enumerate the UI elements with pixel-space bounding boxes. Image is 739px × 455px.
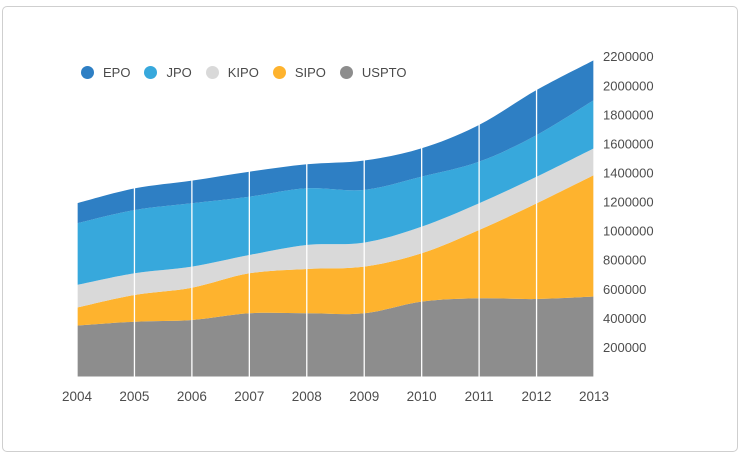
legend-swatch-kipo-icon bbox=[205, 66, 219, 79]
y-tick-label-2000000: 2000000 bbox=[603, 78, 654, 93]
legend: EPO JPO KIPO SIPO USPTO bbox=[81, 66, 406, 79]
legend-label-uspto: USPTO bbox=[361, 65, 407, 80]
area-series-kipo[interactable] bbox=[77, 148, 594, 308]
legend-label-sipo: SIPO bbox=[294, 65, 326, 80]
x-tick-label-2005: 2005 bbox=[119, 389, 149, 404]
x-tick-label-2009: 2009 bbox=[349, 389, 379, 404]
area-series-jpo[interactable] bbox=[77, 100, 594, 285]
y-tick-label-200000: 200000 bbox=[603, 340, 646, 355]
area-series-epo[interactable] bbox=[77, 60, 594, 224]
legend-swatch-uspto-icon bbox=[339, 66, 353, 79]
x-tick-label-2013: 2013 bbox=[579, 389, 609, 404]
legend-label-epo: EPO bbox=[103, 65, 131, 80]
legend-label-jpo: JPO bbox=[166, 65, 192, 80]
y-tick-label-800000: 800000 bbox=[603, 253, 646, 268]
y-tick-label-1000000: 1000000 bbox=[603, 224, 654, 239]
legend-item-sipo[interactable]: SIPO bbox=[272, 65, 326, 80]
legend-swatch-epo-icon bbox=[81, 66, 94, 79]
legend-item-epo[interactable]: EPO bbox=[81, 66, 130, 79]
x-tick-label-2006: 2006 bbox=[177, 389, 207, 404]
y-tick-label-1800000: 1800000 bbox=[603, 107, 654, 122]
legend-item-jpo[interactable]: JPO bbox=[144, 65, 192, 80]
legend-swatch-sipo-icon bbox=[272, 66, 286, 79]
x-tick-label-2007: 2007 bbox=[234, 389, 264, 404]
y-tick-label-2200000: 2200000 bbox=[603, 49, 654, 64]
x-tick-label-2010: 2010 bbox=[407, 389, 437, 404]
legend-item-uspto[interactable]: USPTO bbox=[339, 65, 407, 80]
legend-item-kipo[interactable]: KIPO bbox=[205, 65, 259, 80]
legend-label-kipo: KIPO bbox=[227, 65, 259, 80]
area-series-uspto[interactable] bbox=[77, 296, 594, 377]
y-tick-label-1600000: 1600000 bbox=[603, 136, 654, 151]
y-tick-label-1400000: 1400000 bbox=[603, 166, 654, 181]
x-tick-label-2011: 2011 bbox=[465, 389, 494, 404]
x-tick-label-2012: 2012 bbox=[522, 389, 552, 404]
y-tick-label-400000: 400000 bbox=[603, 311, 646, 326]
legend-swatch-jpo-icon bbox=[144, 66, 158, 79]
area-series-sipo[interactable] bbox=[77, 175, 594, 326]
y-tick-label-1200000: 1200000 bbox=[603, 195, 654, 210]
y-tick-label-600000: 600000 bbox=[603, 282, 646, 297]
x-tick-label-2008: 2008 bbox=[292, 389, 322, 404]
x-tick-label-2004: 2004 bbox=[62, 389, 93, 404]
